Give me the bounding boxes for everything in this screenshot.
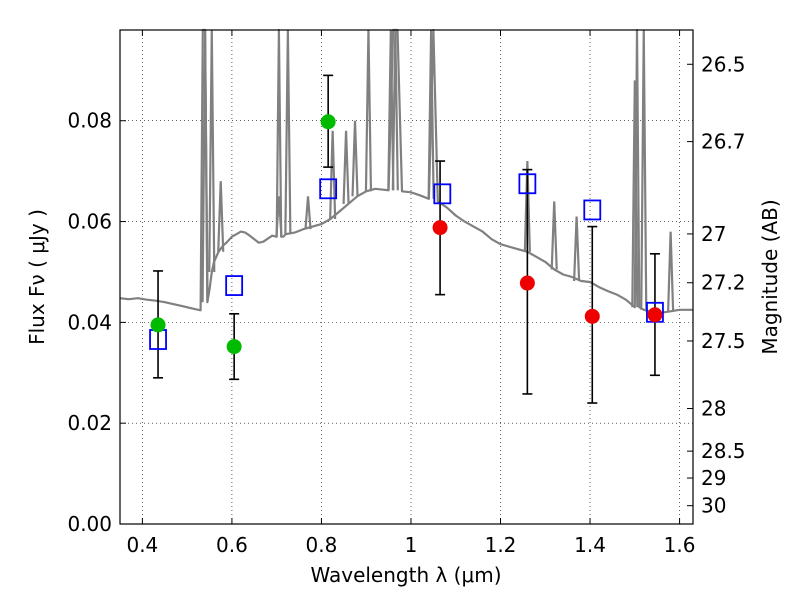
model-photometry-square <box>225 275 244 296</box>
mag-tick-label: 30 <box>701 494 726 518</box>
upper-limit-point <box>432 220 448 236</box>
mag-tick-label: 27 <box>701 222 726 246</box>
x-tick-label: 1 <box>405 533 418 557</box>
ticks-layer: 0.4 0.6 0.8 1 1.2 1.4 1.6 0.00 0.02 0.04 0.06 0.08 2… <box>67 30 746 557</box>
y2-axis-label: Magnitude (AB) <box>758 199 782 354</box>
spectrum-spike <box>573 216 581 282</box>
mag-tick-label: 28 <box>701 397 726 421</box>
upper-limit-point <box>519 275 535 291</box>
spectrum-spike <box>304 196 312 230</box>
model-photometry-square <box>583 199 602 221</box>
spectrum-spike <box>523 161 531 252</box>
spectrum-spike <box>550 201 558 270</box>
x-tick-label: 0.8 <box>306 533 338 557</box>
y-tick-label: 0.02 <box>67 411 112 435</box>
spectrum-spike <box>342 130 350 204</box>
spectrum-spike <box>351 120 359 197</box>
spectrum-spike <box>217 181 225 252</box>
x-tick-label: 1.2 <box>485 533 517 557</box>
circles-layer <box>150 114 663 355</box>
plot-frame <box>119 29 694 525</box>
upper-limit-point <box>584 308 600 324</box>
model-photometry-square <box>319 178 338 200</box>
spectrum-spike <box>275 196 283 237</box>
x-axis-label: Wavelength λ (μm) <box>310 563 501 587</box>
spectrum-spike <box>329 130 337 220</box>
mag-tick-label: 27.5 <box>701 329 746 353</box>
mag-tick-label: 27.2 <box>701 271 746 295</box>
model-photometry-square <box>518 173 537 195</box>
mag-tick-label: 26.5 <box>701 52 746 76</box>
x-tick-label: 0.6 <box>216 533 248 557</box>
model-photometry-square <box>433 183 452 205</box>
y-tick-label: 0.00 <box>67 512 112 536</box>
x-tick-label: 1.4 <box>574 533 606 557</box>
y-axis-label: Flux Fν ( μJy ) <box>25 209 49 345</box>
y-tick-label: 0.04 <box>67 310 112 334</box>
x-tick-label: 0.4 <box>126 533 158 557</box>
plot-area <box>120 30 693 524</box>
detection-point <box>150 317 166 333</box>
detection-point <box>226 339 242 355</box>
y-tick-label: 0.06 <box>67 210 112 234</box>
detection-point <box>320 114 336 130</box>
y-tick-label: 0.08 <box>67 109 112 133</box>
upper-limit-point <box>647 307 663 323</box>
mag-tick-label: 26.7 <box>701 130 746 154</box>
x-tick-label: 1.6 <box>664 533 696 557</box>
spectrum-spike <box>667 231 675 312</box>
mag-tick-label: 28.5 <box>701 439 746 463</box>
mag-tick-label: 29 <box>701 466 726 490</box>
spectrum-spike <box>631 80 639 308</box>
